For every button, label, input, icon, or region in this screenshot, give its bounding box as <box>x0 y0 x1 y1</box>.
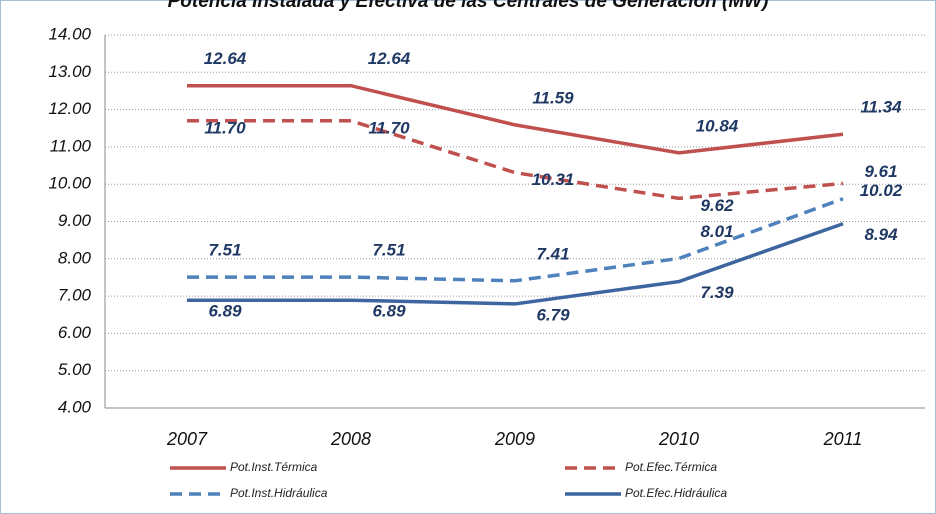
series-line <box>187 222 844 306</box>
legend-label: Pot.Efec.Hidráulica <box>625 486 727 500</box>
legend-label: Pot.Inst.Térmica <box>230 460 318 474</box>
data-label: 8.94 <box>864 225 898 244</box>
legend-label: Pot.Inst.Hidráulica <box>230 486 328 500</box>
data-label: 7.39 <box>700 283 734 302</box>
y-tick-label: 11.00 <box>50 136 92 155</box>
y-tick-label: 5.00 <box>58 360 92 379</box>
data-label: 7.41 <box>536 244 569 263</box>
data-label: 11.59 <box>532 88 574 107</box>
data-label: 9.62 <box>700 196 734 215</box>
y-tick-label: 4.00 <box>58 397 92 416</box>
data-label: 11.34 <box>860 98 902 117</box>
y-tick-label: 6.00 <box>58 323 92 342</box>
y-tick-label: 7.00 <box>58 286 92 305</box>
data-label: 10.02 <box>860 181 903 200</box>
series-line <box>187 197 844 283</box>
data-label: 7.51 <box>372 241 405 260</box>
series-line <box>187 83 844 155</box>
y-tick-label: 14.00 <box>48 24 91 43</box>
x-tick-label: 2010 <box>658 429 699 449</box>
data-label: 8.01 <box>700 222 733 241</box>
data-label: 6.89 <box>372 302 406 321</box>
y-tick-label: 13.00 <box>48 62 91 81</box>
data-label: 9.61 <box>864 162 897 181</box>
series-line <box>187 119 844 201</box>
y-tick-label: 10.00 <box>48 174 91 193</box>
data-label: 10.84 <box>696 116 739 135</box>
x-tick-label: 2011 <box>823 429 863 449</box>
data-label: 11.70 <box>368 118 410 137</box>
x-tick-label: 2008 <box>330 429 371 449</box>
data-label: 11.70 <box>204 118 246 137</box>
chart-title: Potencia Instalada y Efectiva de las Cen… <box>168 0 769 12</box>
data-label: 7.51 <box>208 241 241 260</box>
y-tick-label: 8.00 <box>58 248 92 267</box>
data-label: 12.64 <box>204 49 247 68</box>
data-label: 10.31 <box>532 170 575 189</box>
x-tick-label: 2009 <box>494 429 535 449</box>
x-tick-label: 2007 <box>166 429 208 449</box>
data-label: 6.79 <box>536 305 570 324</box>
y-tick-label: 9.00 <box>58 211 92 230</box>
legend-label: Pot.Efec.Térmica <box>625 460 717 474</box>
data-label: 6.89 <box>208 302 242 321</box>
y-tick-label: 12.00 <box>48 99 91 118</box>
data-label: 12.64 <box>368 49 411 68</box>
